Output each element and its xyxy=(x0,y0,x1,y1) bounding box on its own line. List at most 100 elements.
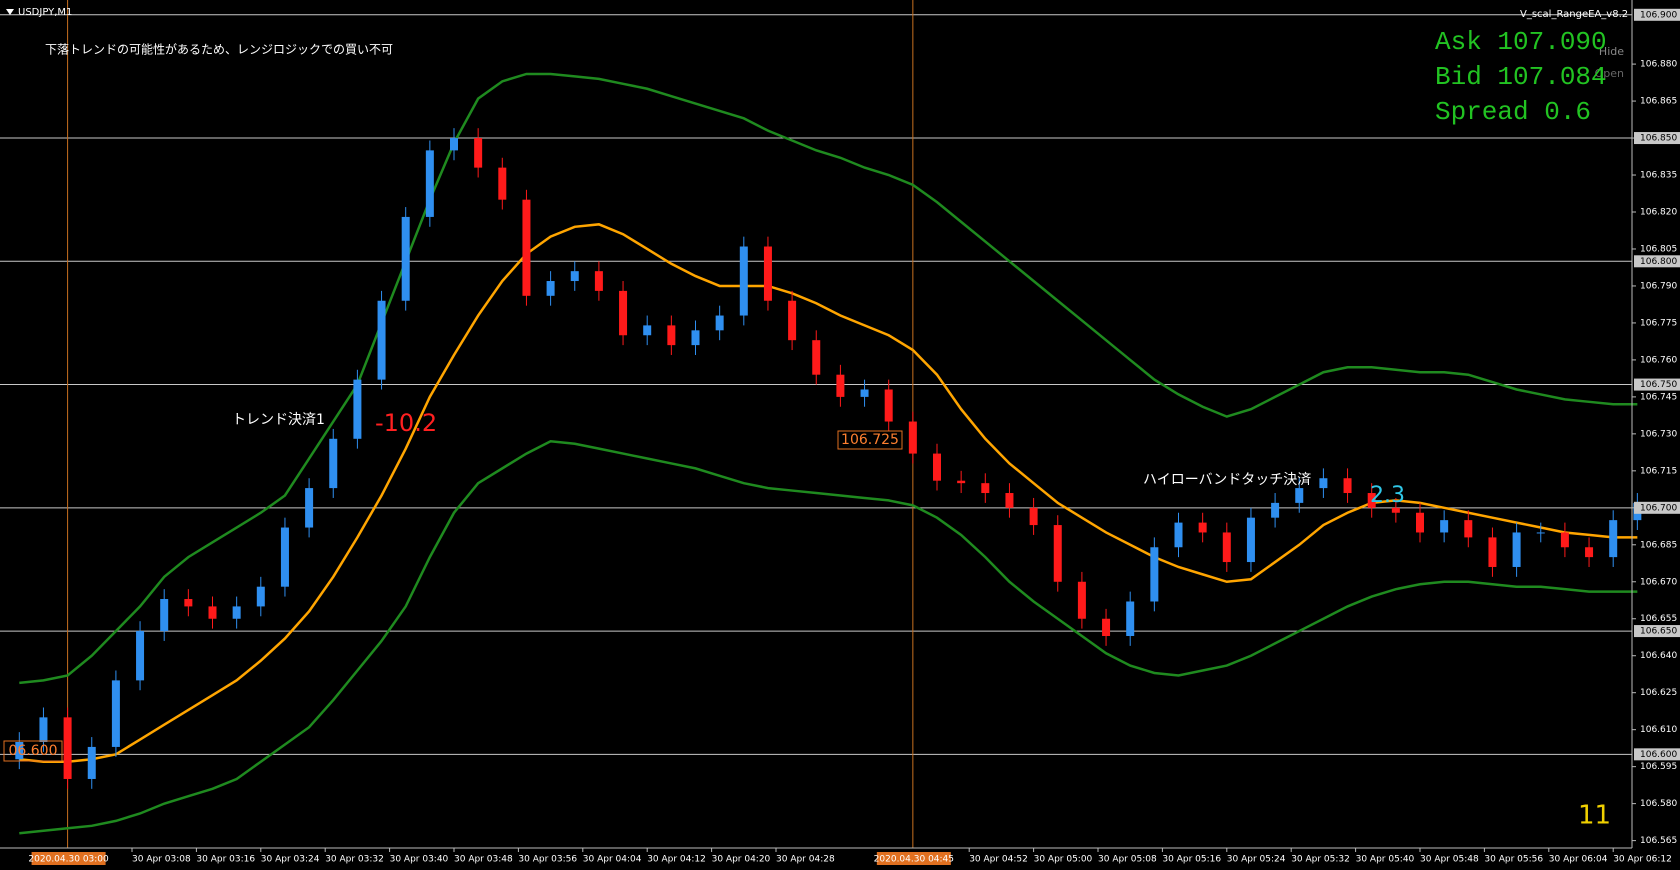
candle-body xyxy=(377,300,386,380)
candle-body xyxy=(1102,618,1111,636)
x-tick-label: 30 Apr 03:24 xyxy=(261,855,320,865)
x-tick-label: 30 Apr 04:12 xyxy=(647,855,706,865)
x-tick-label: 30 Apr 05:32 xyxy=(1291,855,1350,865)
y-tick-label: 106.625 xyxy=(1640,688,1677,698)
candle-body xyxy=(522,199,531,296)
ea-name: V_scal_RangeEA_v8.2 xyxy=(1520,9,1628,20)
x-tick-label: 30 Apr 03:56 xyxy=(518,855,577,865)
x-tick-label: 30 Apr 03:40 xyxy=(390,855,449,865)
y-tick-label: 106.685 xyxy=(1640,540,1677,550)
y-tick-label: 106.640 xyxy=(1640,651,1677,661)
y-tick-label: 106.880 xyxy=(1640,60,1677,70)
candle-body xyxy=(1150,547,1159,602)
candle-body xyxy=(1029,507,1038,526)
candle-body xyxy=(715,315,724,331)
y-tick-label: 106.760 xyxy=(1640,355,1677,365)
candle-body xyxy=(1416,512,1424,533)
candle-body xyxy=(788,300,797,341)
y-tick-label: 106.775 xyxy=(1640,318,1677,328)
candle-body xyxy=(1126,601,1135,636)
hide-button[interactable]: Hide xyxy=(1599,45,1624,58)
y-tick-label: 106.790 xyxy=(1640,281,1677,291)
y-tick-label: 106.730 xyxy=(1640,429,1677,439)
candle-body xyxy=(1198,522,1207,533)
plot xyxy=(0,0,1642,848)
x-tick-label: 30 Apr 04:20 xyxy=(712,855,771,865)
open-button[interactable]: Open xyxy=(1595,67,1624,80)
band-exit-label: ハイローバンドタッチ決済 xyxy=(1143,472,1311,488)
candle-body xyxy=(1222,532,1231,563)
level-label: 106.850 xyxy=(1640,134,1677,144)
left-box xyxy=(3,740,63,762)
candle-body xyxy=(136,631,145,681)
candle-body xyxy=(1512,532,1521,567)
y-tick-label: 106.715 xyxy=(1640,466,1677,476)
candle-body xyxy=(933,453,941,481)
candle-body xyxy=(232,606,241,619)
candle-body xyxy=(160,599,169,632)
level-label-box xyxy=(1634,378,1680,391)
candle-body xyxy=(1464,520,1473,538)
time-marker-label: 2020.04.30 04:45 xyxy=(874,855,954,865)
candle-body xyxy=(812,340,821,375)
symbol: USDJPY,M1 xyxy=(18,7,72,18)
candle-body xyxy=(643,325,652,336)
x-tick-label: 30 Apr 04:52 xyxy=(969,855,1028,865)
y-tick-label: 106.865 xyxy=(1640,97,1677,107)
level-label: 106.700 xyxy=(1640,503,1677,513)
candle-body xyxy=(546,281,555,296)
level-label-box xyxy=(1634,132,1680,145)
menu-arrow[interactable] xyxy=(6,9,14,15)
candle-body xyxy=(1174,522,1183,548)
warning-note: 下落トレンドの可能性があるため、レンジロジックでの買い不可 xyxy=(45,42,393,57)
candle-body xyxy=(1319,478,1328,489)
x-tick-label: 30 Apr 06:12 xyxy=(1613,855,1672,865)
candle-body xyxy=(1560,532,1569,548)
ask: Ask 107.090 xyxy=(1435,27,1607,57)
level-label: 106.600 xyxy=(1640,750,1677,760)
candle-body xyxy=(1488,537,1497,567)
level-label-box xyxy=(1634,748,1680,761)
level-label: 106.650 xyxy=(1640,627,1677,637)
candle-body xyxy=(1053,525,1062,582)
candle-body xyxy=(425,150,434,217)
time-marker-box xyxy=(876,852,951,865)
candle-body xyxy=(908,421,917,454)
candle-body xyxy=(691,330,700,346)
x-tick-label: 30 Apr 06:04 xyxy=(1549,855,1608,865)
bid: Bid 107.084 xyxy=(1435,62,1607,92)
candle-body xyxy=(763,246,772,301)
candle-body xyxy=(280,527,289,587)
candle-body xyxy=(1367,493,1376,508)
x-tick-label: 30 Apr 03:48 xyxy=(454,855,513,865)
candle-body xyxy=(1440,520,1449,533)
trend-result: -10.2 xyxy=(375,409,437,437)
spread: Spread 0.6 xyxy=(1435,97,1591,127)
candle-body xyxy=(1391,507,1400,513)
candle-body xyxy=(305,488,314,528)
x-tick-label: 30 Apr 05:56 xyxy=(1484,855,1543,865)
y-tick-label: 106.820 xyxy=(1640,208,1677,218)
candle-body xyxy=(1343,478,1352,494)
candle-body xyxy=(570,271,579,282)
candle-body xyxy=(1246,517,1255,563)
y-tick-label: 106.610 xyxy=(1640,725,1677,735)
y-tick-label: 106.745 xyxy=(1640,392,1677,402)
candle-body xyxy=(401,216,410,301)
candle-body xyxy=(860,389,869,397)
x-tick-label: 30 Apr 05:00 xyxy=(1034,855,1093,865)
candle-body xyxy=(1077,581,1086,619)
y-tick-label: 106.580 xyxy=(1640,799,1677,809)
candle-body xyxy=(87,746,96,779)
level-label-box xyxy=(1634,501,1680,514)
candle-body xyxy=(594,271,603,291)
indicator-line xyxy=(19,439,1638,835)
candle-body xyxy=(1609,520,1618,558)
time-marker-label: 2020.04.30 03:00 xyxy=(28,855,109,865)
y-tick-label: 106.595 xyxy=(1640,762,1677,772)
x-tick-label: 30 Apr 05:40 xyxy=(1356,855,1415,865)
candle-body xyxy=(1536,532,1545,534)
x-tick-label: 30 Apr 03:16 xyxy=(196,855,255,865)
